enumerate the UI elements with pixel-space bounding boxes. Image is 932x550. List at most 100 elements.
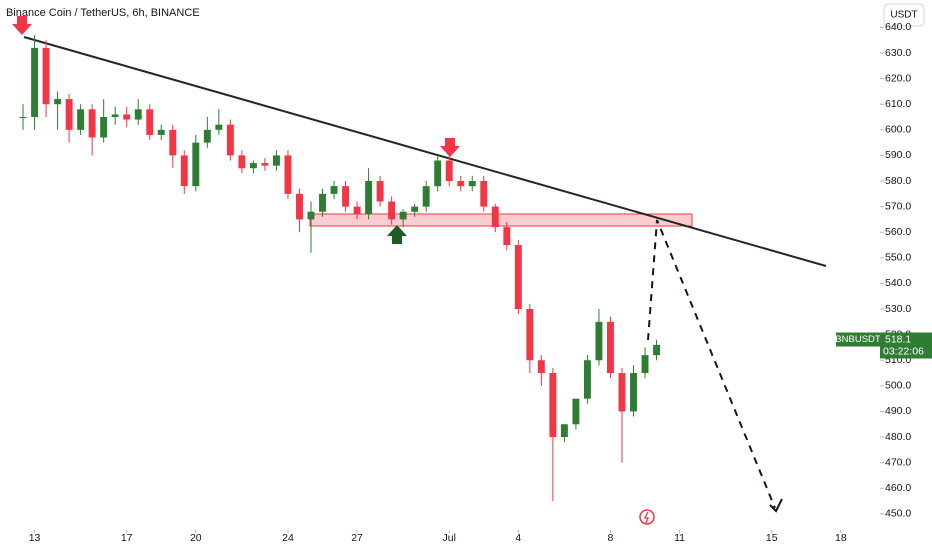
chart-title: Binance Coin / TetherUS, 6h, BINANCE [6,7,200,19]
candle-body [457,181,465,187]
candle-body [307,211,315,220]
currency-label: USDT [890,10,917,21]
candle-body [618,373,626,412]
candle-body [583,360,591,399]
candle-body [134,109,142,120]
event-icon [639,509,655,525]
candle-body [434,160,442,187]
support-zone [309,213,693,227]
x-tick-label: 15 [766,532,778,544]
candle-body [111,114,119,118]
y-tick-label: 590.0 [885,149,911,161]
down-arrow [440,138,460,157]
projection-arrowhead [769,498,783,513]
candle-body [203,129,211,143]
x-tick-label: 11 [674,532,685,544]
x-tick-label: 18 [835,532,847,544]
y-tick-label: 570.0 [885,200,911,212]
y-tick-label: 610.0 [885,98,911,110]
x-tick-label: 20 [190,532,202,544]
x-tick-label: 24 [282,532,294,544]
candle-body [296,193,303,220]
y-tick-label: 640.0 [885,21,911,33]
y-tick-label: 540.0 [885,277,911,289]
y-tick-label: 530.0 [885,303,911,315]
candle-body [330,186,338,194]
y-tick-label: 630.0 [885,47,911,59]
x-tick-label: 4 [515,532,521,544]
candle-body [376,181,384,202]
candle-body [169,129,177,156]
currency-button[interactable] [883,3,925,27]
candle-body [192,142,200,187]
x-tick-label: Jul [442,532,455,544]
candle-body [31,47,39,118]
candle-body [480,181,488,207]
price-value: 518.1 [885,333,911,345]
y-tick-label: 500.0 [885,380,911,392]
y-tick-label: 580.0 [885,175,911,187]
candle-body [468,181,476,187]
candle-body [595,321,603,361]
candle-body [491,206,499,228]
y-tick-label: 470.0 [885,456,911,468]
price-label-box [836,332,880,347]
up-arrow [387,225,407,244]
candle-body [146,109,154,135]
candle-body [549,373,557,438]
candle-body [180,155,188,187]
x-tick-label: 17 [121,532,133,544]
candle-body [54,99,62,105]
price-box [880,332,932,359]
down-arrow [12,16,32,35]
y-tick-label: 550.0 [885,252,911,264]
trend-line [23,36,827,267]
candle-body [100,117,108,138]
x-tick-label: 27 [351,532,363,544]
candle-body [526,309,534,361]
candle-body [272,155,280,166]
candle-body [215,124,223,130]
candle-body [422,186,430,207]
candle-body [65,99,73,130]
candle-body [353,206,361,215]
candle-body [261,163,269,166]
candle-body [514,245,522,310]
candle-body [388,201,396,220]
y-tick-label: 490.0 [885,405,911,417]
candle-body [249,163,257,169]
candle-body [238,155,246,169]
candle-body [77,109,85,130]
candle-body [641,355,649,374]
candle-body [226,124,234,156]
projection-line [647,219,776,509]
candle-body [445,160,453,182]
candle-body [630,373,637,412]
candle-body [537,360,545,374]
candle-body [560,424,568,438]
candle-body [411,206,419,212]
candle-body [123,114,131,120]
y-tick-label: 620.0 [885,72,911,84]
y-tick-label: 450.0 [885,508,911,520]
price-label-symbol: BNBUSDT [835,334,881,345]
x-tick-label: 8 [608,532,614,544]
candle-body [319,193,326,212]
candle-body [503,227,511,246]
candle-body [607,321,614,374]
price-countdown: 03:22:06 [883,345,924,357]
candle-body [19,117,27,119]
candle-body [42,47,50,105]
candle-body [88,109,96,138]
event-icon-bolt [643,511,649,524]
y-tick-label: 480.0 [885,431,911,443]
candle-body [342,186,350,207]
y-tick-label: 560.0 [885,226,911,238]
y-tick-label: 600.0 [885,124,911,136]
candle-body [399,211,407,220]
x-tick-label: 13 [29,532,41,544]
candle-body [365,181,373,215]
candle-body [157,129,165,135]
candle-body [572,398,580,425]
